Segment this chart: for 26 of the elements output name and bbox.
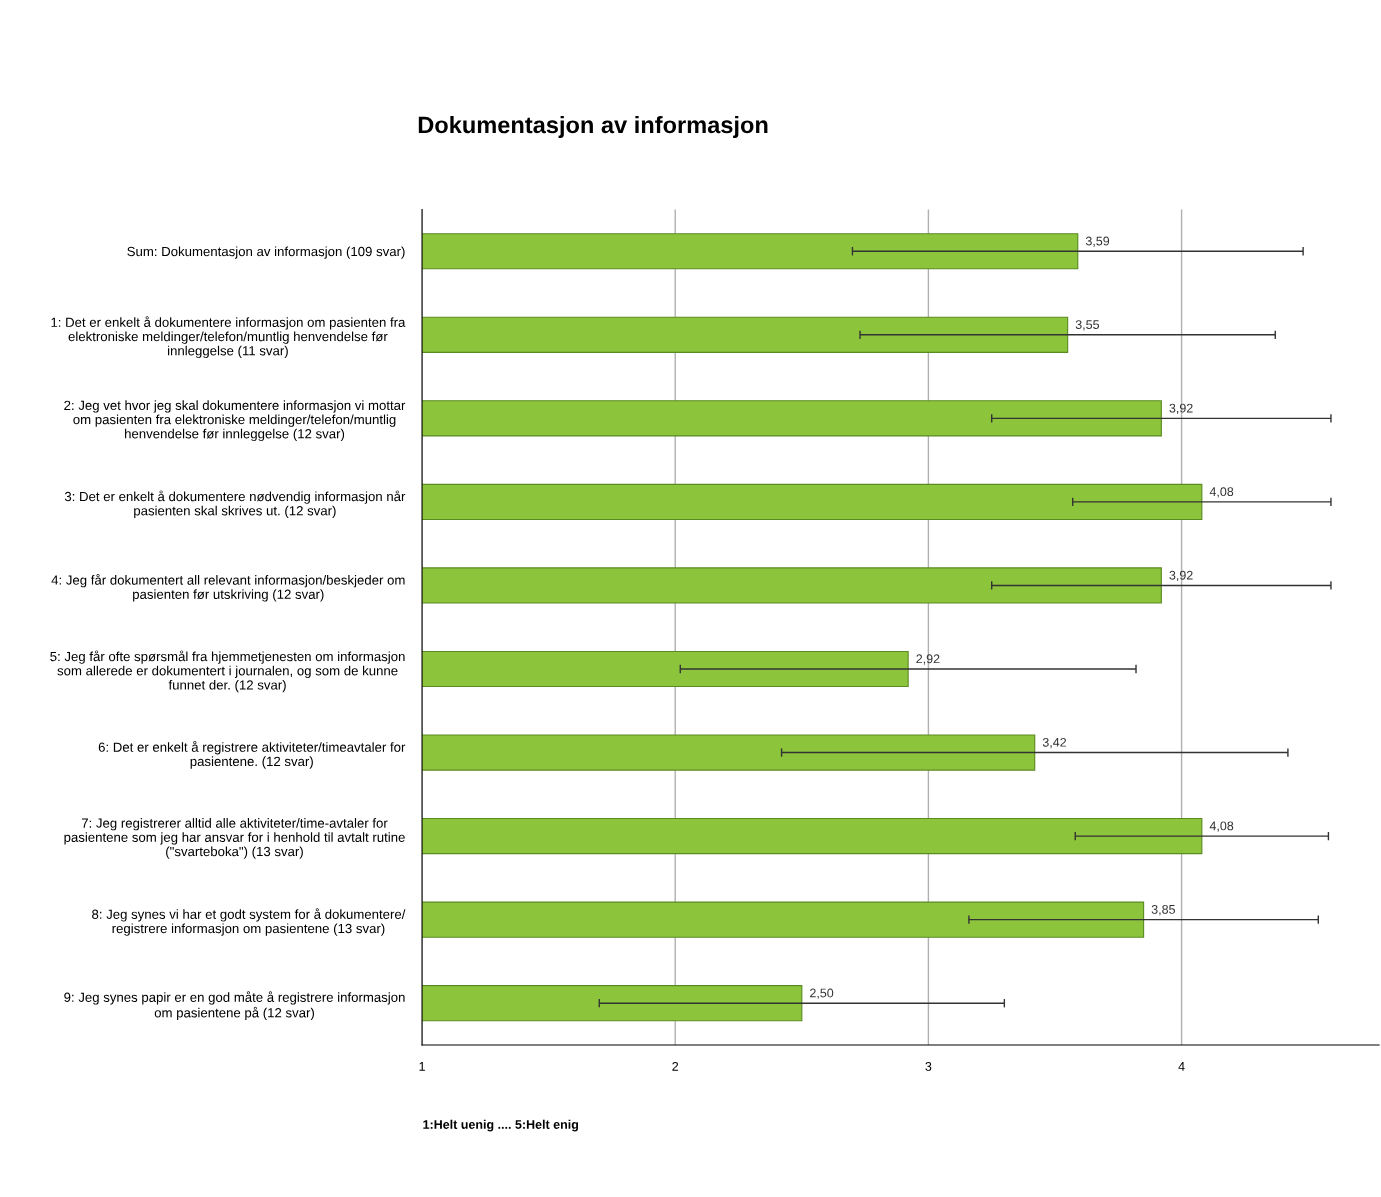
y-tick-label: 9: Jeg synes papir er en god måte å registrere informasjon om pasientene på (12 svar) <box>64 991 405 1021</box>
text: 1:Helt uenig .... 5:Helt enig <box>423 1119 579 1132</box>
y-tick-label: 5: Jeg får ofte spørsmål fra hjemmetjenesten om informasjon som allerede er dokumentert i journalen, og som de kunne funnet der. (12 svar) <box>50 650 405 693</box>
data-label: 3,42 <box>1042 737 1067 749</box>
x-tick-label: 2 <box>672 1061 679 1071</box>
y-tick-label: 4: Jeg får dokumentert all relevant informasjon/beskjeder om pasienten før utskriving (12 svar) <box>51 573 405 602</box>
data-label: 2,92 <box>916 654 940 665</box>
x-tick-label: 3 <box>925 1061 932 1071</box>
data-label: 3,85 <box>1151 904 1176 916</box>
y-tick-label: Sum: Dokumentasjon av informasjon (109 svar) <box>127 246 405 259</box>
data-label: 3,55 <box>1075 320 1100 331</box>
x-tick-label: 4 <box>1178 1062 1185 1071</box>
data-label: 4,08 <box>1209 821 1234 832</box>
y-tick-label: 3: Det er enkelt å dokumentere nødvendig informasjon når pasienten skal skrives ut. (12 svar) <box>64 490 406 519</box>
chart-title: Dokumentasjon av informasjon <box>418 115 768 138</box>
y-tick-label: 2: Jeg vet hvor jeg skal dokumentere informasjon vi mottar om pasienten fra elektroniske meldinger/telefon/muntlig henvendelse før innleggelse (12 svar) <box>64 400 406 442</box>
data-label: 3,59 <box>1085 236 1110 247</box>
data-label: 2,50 <box>810 988 834 999</box>
x-tick-label: 1 <box>419 1062 425 1071</box>
y-tick-label: 1: Det er enkelt å dokumentere informasjon om pasienten fra elektroniske meldinger/telefon/muntlig henvendelse før innleggelse (11 svar) <box>51 316 406 359</box>
y-tick-label: 6: Det er enkelt å registrere aktiviteter/timeavtaler for pasientene. (12 svar) <box>98 741 406 769</box>
data-label: 3,92 <box>1169 403 1193 415</box>
data-label: 4,08 <box>1209 487 1234 498</box>
y-tick-label: 8: Jeg synes vi har et godt system for å dokumentere/ registrere informasjon om pasientene (13 svar) <box>92 908 406 936</box>
data-label: 3,92 <box>1169 570 1193 582</box>
y-tick-label: 7: Jeg registrerer alltid alle aktiviteter/time-avtaler for pasientene som jeg har ansvar for i henhold til avtalt rutine ("svarteboka") (13 svar) <box>64 818 405 859</box>
